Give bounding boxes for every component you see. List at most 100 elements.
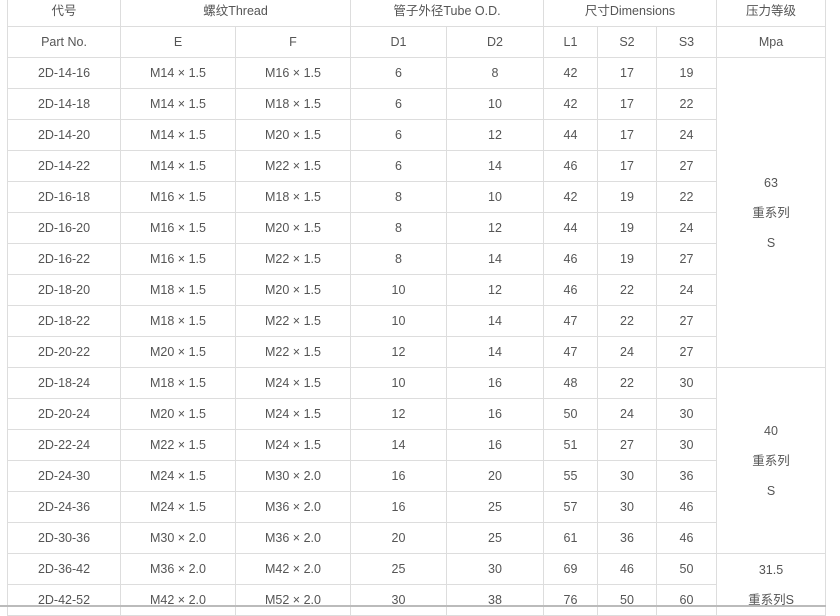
cell-thread-e: M42 × 2.0 <box>120 584 236 616</box>
pressure-value: 40 <box>764 423 778 438</box>
cell-dim-s2: 19 <box>597 212 657 244</box>
cell-dim-l1: 46 <box>543 243 598 275</box>
cell-tube-d1: 14 <box>350 429 447 461</box>
cell-dim-l1: 42 <box>543 57 598 89</box>
cell-tube-d2: 14 <box>446 305 544 337</box>
cell-thread-e: M30 × 2.0 <box>120 522 236 554</box>
cell-tube-d1: 6 <box>350 57 447 89</box>
header-code: 代号 <box>7 0 121 27</box>
cell-dim-l1: 46 <box>543 150 598 182</box>
cell-dim-s3: 50 <box>656 553 717 585</box>
cell-thread-e: M14 × 1.5 <box>120 150 236 182</box>
table-row: 2D-30-36 M30 × 2.0 M36 × 2.0 20 25 61 36 46 <box>7 522 826 554</box>
cell-thread-e: M24 × 1.5 <box>120 460 236 492</box>
cell-dim-s2: 24 <box>597 336 657 368</box>
cell-dim-s3: 19 <box>656 57 717 89</box>
cell-tube-d2: 12 <box>446 119 544 151</box>
cell-thread-f: M22 × 1.5 <box>235 305 351 337</box>
cell-dim-s2: 22 <box>597 305 657 337</box>
cell-thread-e: M16 × 1.5 <box>120 181 236 213</box>
cell-dim-s2: 24 <box>597 398 657 430</box>
cell-tube-d1: 20 <box>350 522 447 554</box>
cell-dim-s2: 19 <box>597 243 657 275</box>
bottom-divider <box>0 605 826 607</box>
table-row: 2D-24-30 M24 × 1.5 M30 × 2.0 16 20 55 30 36 <box>7 460 826 492</box>
cell-thread-f: M18 × 1.5 <box>235 88 351 120</box>
cell-thread-f: M22 × 1.5 <box>235 150 351 182</box>
cell-tube-d2: 10 <box>446 88 544 120</box>
cell-thread-f: M24 × 1.5 <box>235 429 351 461</box>
cell-tube-d1: 6 <box>350 88 447 120</box>
cell-dim-s3: 22 <box>656 88 717 120</box>
cell-dim-s2: 17 <box>597 150 657 182</box>
table-row: 2D-42-52 M42 × 2.0 M52 × 2.0 30 38 76 50 60 <box>7 584 826 616</box>
table-row: 2D-20-22 M20 × 1.5 M22 × 1.5 12 14 47 24 27 <box>7 336 826 368</box>
cell-dim-l1: 47 <box>543 336 598 368</box>
table-row: 2D-16-22 M16 × 1.5 M22 × 1.5 8 14 46 19 27 <box>7 243 826 275</box>
cell-part-no: 2D-14-18 <box>7 88 121 120</box>
header-row-1: 代号 螺纹Thread 管子外径Tube O.D. 尺寸Dimensions 压… <box>7 0 826 27</box>
cell-tube-d1: 16 <box>350 491 447 523</box>
cell-dim-s2: 17 <box>597 119 657 151</box>
cell-thread-f: M22 × 1.5 <box>235 336 351 368</box>
cell-tube-d1: 6 <box>350 119 447 151</box>
cell-dim-s2: 50 <box>597 584 657 616</box>
cell-dim-s3: 24 <box>656 274 717 306</box>
cell-dim-s2: 19 <box>597 181 657 213</box>
table-row: 2D-16-18 M16 × 1.5 M18 × 1.5 8 10 42 19 22 <box>7 181 826 213</box>
cell-dim-l1: 55 <box>543 460 598 492</box>
header-dimensions: 尺寸Dimensions <box>543 0 717 27</box>
cell-dim-s2: 30 <box>597 460 657 492</box>
cell-dim-s3: 60 <box>656 584 717 616</box>
cell-dim-s3: 46 <box>656 491 717 523</box>
header-pressure: 压力等级 <box>716 0 826 27</box>
cell-tube-d2: 12 <box>446 274 544 306</box>
cell-thread-f: M20 × 1.5 <box>235 274 351 306</box>
cell-tube-d2: 10 <box>446 181 544 213</box>
cell-tube-d2: 16 <box>446 429 544 461</box>
cell-tube-d1: 10 <box>350 305 447 337</box>
cell-dim-l1: 44 <box>543 212 598 244</box>
cell-dim-l1: 42 <box>543 181 598 213</box>
cell-thread-f: M36 × 2.0 <box>235 522 351 554</box>
cell-dim-s2: 17 <box>597 88 657 120</box>
cell-tube-d2: 16 <box>446 398 544 430</box>
cell-tube-d1: 12 <box>350 336 447 368</box>
table-row: 2D-20-24 M20 × 1.5 M24 × 1.5 12 16 50 24 30 <box>7 398 826 430</box>
cell-part-no: 2D-16-18 <box>7 181 121 213</box>
cell-part-no: 2D-24-36 <box>7 491 121 523</box>
table-row: 2D-14-16 M14 × 1.5 M16 × 1.5 6 8 42 17 19 63 重系列 S <box>7 57 826 368</box>
cell-tube-d1: 10 <box>350 274 447 306</box>
cell-dim-l1: 46 <box>543 274 598 306</box>
cell-thread-f: M24 × 1.5 <box>235 398 351 430</box>
cell-part-no: 2D-18-20 <box>7 274 121 306</box>
cell-dim-s3: 30 <box>656 429 717 461</box>
cell-thread-f: M22 × 1.5 <box>235 243 351 275</box>
cell-part-no: 2D-18-22 <box>7 305 121 337</box>
cell-thread-e: M20 × 1.5 <box>120 336 236 368</box>
cell-part-no: 2D-24-30 <box>7 460 121 492</box>
cell-part-no: 2D-16-22 <box>7 243 121 275</box>
cell-dim-s2: 22 <box>597 367 657 399</box>
cell-tube-d2: 14 <box>446 150 544 182</box>
table-row: 2D-22-24 M22 × 1.5 M24 × 1.5 14 16 51 27 30 <box>7 429 826 461</box>
cell-thread-e: M18 × 1.5 <box>120 274 236 306</box>
cell-dim-l1: 42 <box>543 88 598 120</box>
cell-thread-f: M42 × 2.0 <box>235 553 351 585</box>
header-row-2: Part No. E F D1 D2 L1 S2 S3 Mpa <box>7 26 826 58</box>
pressure-value: 31.5 <box>758 562 784 577</box>
cell-dim-s3: 24 <box>656 119 717 151</box>
cell-tube-d2: 38 <box>446 584 544 616</box>
header-d1: D1 <box>350 26 447 58</box>
cell-dim-s3: 30 <box>656 367 717 399</box>
cell-thread-e: M16 × 1.5 <box>120 212 236 244</box>
cell-thread-e: M14 × 1.5 <box>120 88 236 120</box>
cell-thread-e: M22 × 1.5 <box>120 429 236 461</box>
cell-tube-d1: 16 <box>350 460 447 492</box>
cell-thread-f: M36 × 2.0 <box>235 491 351 523</box>
cell-thread-f: M20 × 1.5 <box>235 119 351 151</box>
header-tube-od: 管子外径Tube O.D. <box>350 0 544 27</box>
cell-part-no: 2D-30-36 <box>7 522 121 554</box>
cell-tube-d2: 14 <box>446 336 544 368</box>
header-s3: S3 <box>656 26 717 58</box>
